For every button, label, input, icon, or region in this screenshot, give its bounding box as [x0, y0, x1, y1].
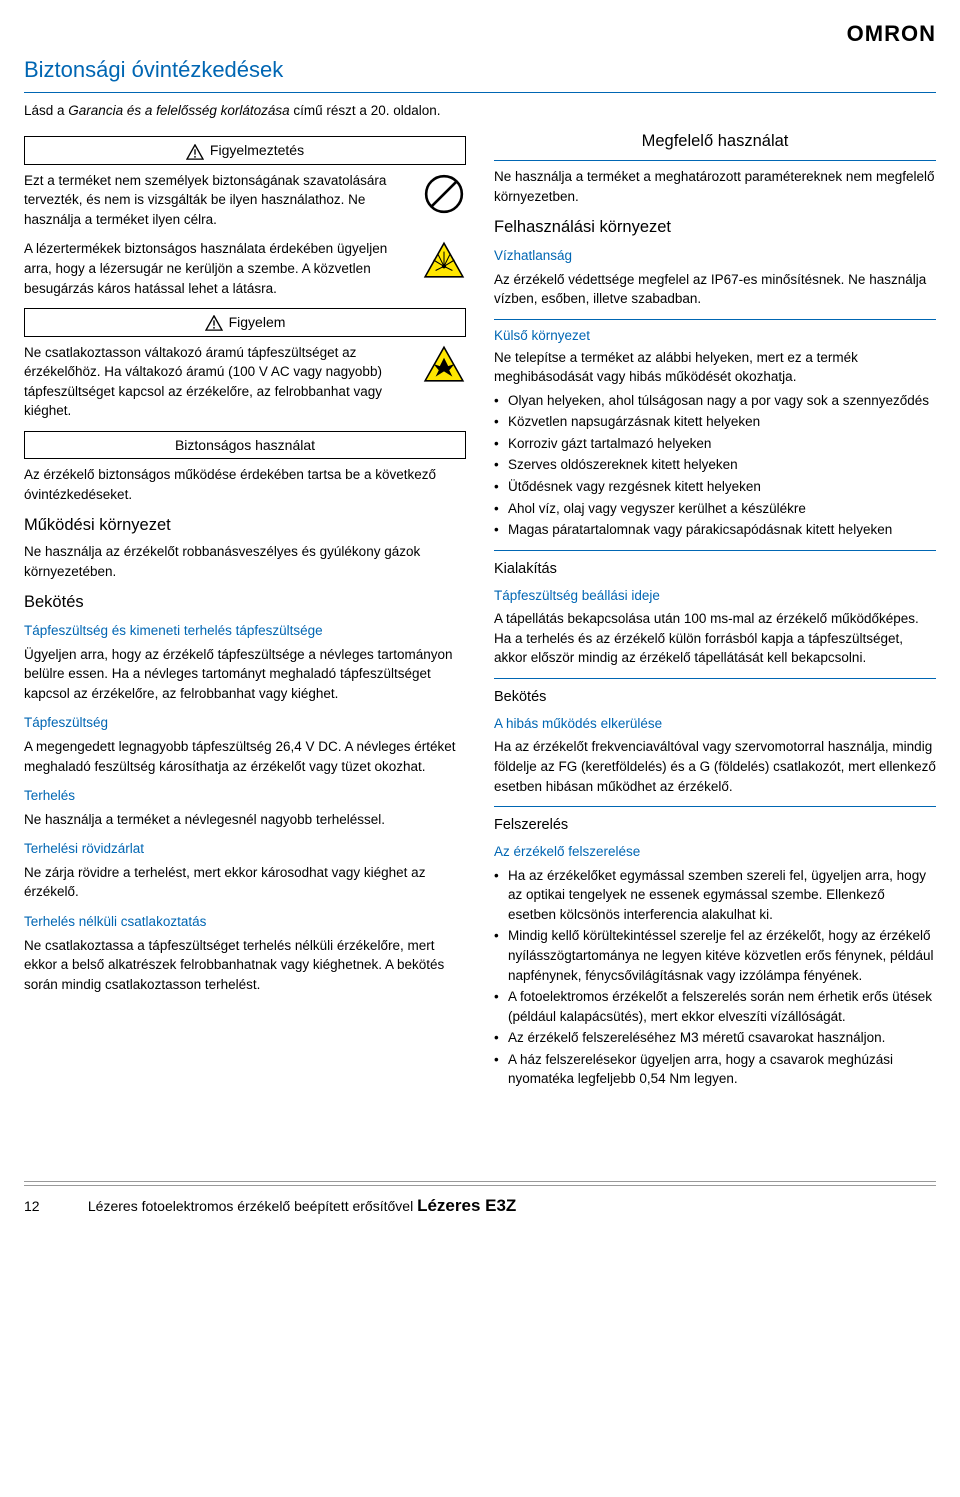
page-footer: 12 Lézeres fotoelektromos érzékelő beépí… — [24, 1181, 936, 1219]
footer-rule — [24, 1185, 936, 1186]
warning-text-2: A lézertermékek biztonságos használata é… — [24, 239, 412, 298]
right-column: Megfelelő használat Ne használja a termé… — [494, 130, 936, 1091]
list-item: Ütődésnek vagy rezgésnek kitett helyeken — [508, 477, 936, 497]
footer-product: Lézeres E3Z — [417, 1196, 516, 1215]
w2-text: A megengedett legnagyobb tápfeszültség 2… — [24, 737, 466, 776]
section-rule — [494, 319, 936, 320]
list-item: A ház felszerelésekor ügyeljen arra, hog… — [508, 1050, 936, 1089]
footer-rule — [24, 1181, 936, 1182]
list-item: A fotoelektromos érzékelőt a felszerelés… — [508, 987, 936, 1026]
mount-sub: Az érzékelő felszerelése — [494, 842, 936, 862]
mount-heading: Felszerelés — [494, 815, 936, 836]
section-rule — [494, 806, 936, 807]
alert-triangle-icon — [205, 315, 223, 331]
section-rule — [494, 160, 936, 161]
proper-text: Ne használja a terméket a meghatározott … — [494, 167, 936, 206]
w2-heading: Tápfeszültség — [24, 713, 466, 733]
w5-heading: Terhelés nélküli csatlakoztatás — [24, 912, 466, 932]
caution-text: Ne csatlakoztasson váltakozó áramú tápfe… — [24, 343, 412, 421]
list-item: Az érzékelő felszereléséhez M3 méretű cs… — [508, 1028, 936, 1048]
w3-text: Ne használja a terméket a névlegesnél na… — [24, 810, 466, 830]
list-item: Korroziv gázt tartalmazó helyeken — [508, 434, 936, 454]
list-item: Mindig kellő körültekintéssel szerelje f… — [508, 926, 936, 985]
list-item: Ha az érzékelőket egymással szemben szer… — [508, 866, 936, 925]
subtitle: Lásd a Garancia és a felelősség korlátoz… — [24, 101, 936, 121]
opcond-text: Ne használja az érzékelőt robbanásveszél… — [24, 542, 466, 581]
extenv-list: Olyan helyeken, ahol túlságosan nagy a p… — [494, 391, 936, 540]
list-item: Magas páratartalomnak vagy párakicsapódá… — [508, 520, 936, 540]
water-text: Az érzékelő védettsége megfelel az IP67-… — [494, 270, 936, 309]
safeuse-intro: Az érzékelő biztonságos működése érdekéb… — [24, 465, 466, 504]
alert-triangle-icon — [186, 144, 204, 160]
w5-text: Ne csatlakoztassa a tápfeszültséget terh… — [24, 936, 466, 995]
w1-heading: Tápfeszültség és kimeneti terhelés tápfe… — [24, 621, 466, 641]
mount-list: Ha az érzékelőket egymással szemben szer… — [494, 866, 936, 1089]
explosion-warning-icon — [423, 345, 465, 383]
list-item: Olyan helyeken, ahol túlságosan nagy a p… — [508, 391, 936, 411]
left-column: Figyelmeztetés Ezt a terméket nem személ… — [24, 130, 466, 1091]
footer-desc: Lézeres fotoelektromos érzékelő beépítet… — [88, 1198, 417, 1214]
subtitle-prefix: Lásd a — [24, 103, 68, 118]
prohibition-icon — [423, 173, 465, 215]
safeuse-box: Biztonságos használat — [24, 431, 466, 459]
caution-box: Figyelem — [24, 308, 466, 336]
design-text: A tápellátás bekapcsolása után 100 ms-ma… — [494, 609, 936, 668]
w4-heading: Terhelési rövidzárlat — [24, 839, 466, 859]
w4-text: Ne zárja rövidre a terhelést, mert ekkor… — [24, 863, 466, 902]
warning-box: Figyelmeztetés — [24, 136, 466, 164]
safeuse-label: Biztonságos használat — [175, 437, 315, 453]
w3-heading: Terhelés — [24, 786, 466, 806]
page-title: Biztonsági óvintézkedések — [24, 54, 936, 86]
list-item: Ahol víz, olaj vagy vegyszer kerülhet a … — [508, 499, 936, 519]
warning-label: Figyelmeztetés — [210, 142, 304, 158]
rwiring-sub: A hibás működés elkerülése — [494, 714, 936, 734]
w1-text: Ügyeljen arra, hogy az érzékelő tápfeszü… — [24, 645, 466, 704]
extenv-heading: Külső környezet — [494, 326, 936, 346]
extenv-intro: Ne telepítse a terméket az alábbi helyek… — [494, 348, 936, 387]
section-rule — [494, 550, 936, 551]
list-item: Közvetlen napsugárzásnak kitett helyeken — [508, 412, 936, 432]
brand-logo: OMRON — [24, 18, 936, 50]
page-number: 12 — [24, 1196, 84, 1216]
section-rule — [494, 678, 936, 679]
warning-text-1: Ezt a terméket nem személyek biztonságán… — [24, 171, 412, 230]
proper-heading: Megfelelő használat — [494, 130, 936, 154]
caution-label: Figyelem — [229, 314, 286, 330]
env-heading: Felhasználási környezet — [494, 216, 936, 240]
list-item: Szerves oldószereknek kitett helyeken — [508, 455, 936, 475]
laser-warning-icon — [423, 241, 465, 279]
water-heading: Vízhatlanság — [494, 246, 936, 266]
design-heading: Kialakítás — [494, 559, 936, 580]
wiring-heading: Bekötés — [24, 591, 466, 615]
subtitle-suffix: című részt a 20. oldalon. — [290, 103, 441, 118]
opcond-heading: Működési környezet — [24, 514, 466, 538]
design-sub: Tápfeszültség beállási ideje — [494, 586, 936, 606]
title-rule — [24, 92, 936, 93]
subtitle-emph: Garancia és a felelősség korlátozása — [68, 103, 289, 118]
rwiring-text: Ha az érzékelőt frekvenciaváltóval vagy … — [494, 737, 936, 796]
rwiring-heading: Bekötés — [494, 687, 936, 708]
